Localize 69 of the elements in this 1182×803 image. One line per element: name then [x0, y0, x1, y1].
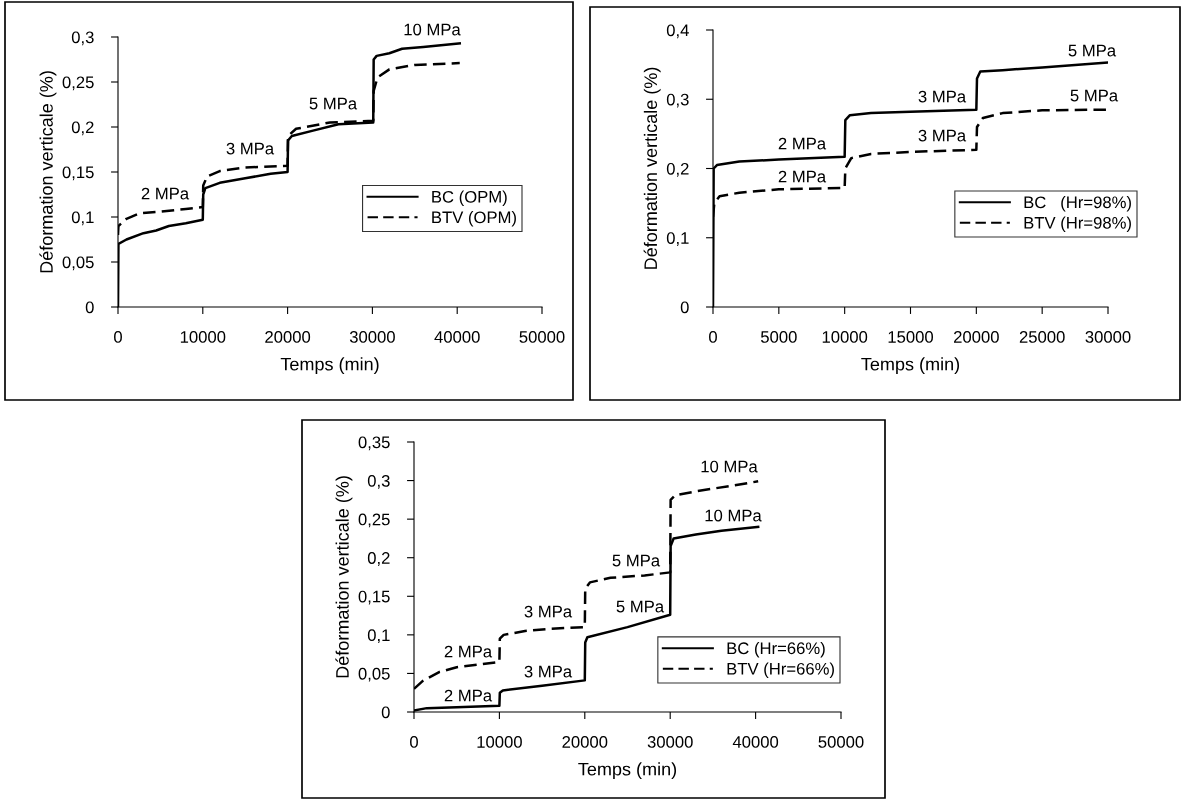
y-tick-label: 0,4	[666, 24, 689, 39]
text: 10 MPa	[404, 23, 461, 36]
x-tick-label: 40000	[732, 736, 779, 748]
y-tick-label: 0,15	[62, 166, 94, 181]
y-tick-label: 0,15	[358, 590, 390, 605]
y-tick-label: 0,1	[367, 629, 390, 644]
y-tick-label: 0,05	[62, 256, 94, 271]
x-tick-label: 15000	[888, 331, 934, 343]
annotation: 3 MPa	[918, 129, 967, 142]
y-tick-label: 0,1	[71, 211, 94, 226]
x-axis-title: Temps (min)	[861, 357, 960, 375]
legend-label: BTV (Hr=66%)	[727, 662, 834, 678]
annotation: 3 MPa	[524, 665, 573, 678]
annotation: 2 MPa	[444, 689, 493, 702]
x-tick-label: 10000	[180, 331, 226, 343]
annotation: 2 MPa	[778, 170, 827, 183]
y-tick-label: 0,2	[367, 552, 390, 566]
annotation: 2 MPa	[444, 645, 493, 658]
y-tick-label: 0,25	[358, 513, 390, 528]
annotation: 3 MPa	[918, 90, 967, 103]
legend-label: BC (Hr=98%)	[1024, 195, 1131, 212]
y-axis-title: Déformation verticale (%)	[335, 476, 353, 678]
legend-label: BC (OPM)	[432, 190, 507, 206]
x-tick-label: 0	[709, 331, 717, 343]
annotation: 3 MPa	[524, 605, 573, 618]
legend-label: BTV (OPM)	[432, 211, 516, 227]
x-tick-label: 5000	[760, 331, 797, 343]
y-axis-title: Déformation verticale (%)	[643, 67, 661, 269]
x-tick-label: 0	[114, 331, 122, 343]
y-tick-label: 0,2	[71, 121, 94, 136]
x-tick-label: 0	[410, 736, 418, 748]
y-tick-label: 0,3	[666, 93, 689, 108]
x-axis-title: Temps (min)	[280, 357, 379, 375]
y-tick-label: 0,1	[666, 232, 689, 246]
x-tick-label: 20000	[954, 331, 999, 343]
y-tick-label: 0	[85, 301, 94, 314]
y-tick-label: 0	[680, 301, 689, 314]
x-axis-title: Temps (min)	[578, 762, 677, 780]
x-tick-label: 40000	[434, 331, 480, 343]
y-tick-label: 0	[381, 706, 390, 719]
annotation: 2 MPa	[778, 137, 827, 150]
y-tick-label: 0,05	[358, 667, 390, 682]
x-tick-label: 10000	[477, 736, 522, 748]
y-tick-label: 0,35	[358, 436, 390, 451]
x-tick-label: 30000	[349, 331, 395, 343]
x-tick-label: 50000	[818, 736, 864, 748]
y-tick-label: 0,3	[367, 474, 390, 489]
y-tick-label: 0,2	[666, 162, 689, 177]
annotation: 5 MPa	[309, 97, 358, 110]
annotation: 3 MPa	[226, 142, 275, 155]
annotation: 5 MPa	[1068, 44, 1117, 57]
annotation: 10 MPa	[701, 460, 758, 473]
annotation: 5 MPa	[612, 554, 661, 567]
x-tick-label: 30000	[647, 736, 693, 748]
x-tick-label: 30000	[1085, 331, 1131, 343]
y-tick-label: 0,25	[62, 76, 94, 91]
legend-label: BTV (Hr=98%)	[1024, 216, 1131, 233]
x-tick-label: 20000	[562, 736, 608, 748]
x-tick-label: 50000	[519, 331, 565, 343]
annotation: 2 MPa	[141, 187, 190, 200]
annotation: 5 MPa	[616, 600, 665, 613]
y-tick-label: 0,3	[71, 31, 94, 46]
x-tick-label: 10000	[822, 331, 868, 343]
annotation: 5 MPa	[1070, 89, 1119, 102]
annotation: 10 MPa	[705, 509, 762, 522]
x-tick-label: 20000	[265, 331, 311, 343]
legend-label: BC (Hr=66%)	[727, 641, 825, 658]
y-axis-title: Déformation verticale (%)	[39, 71, 57, 273]
x-tick-label: 25000	[1019, 331, 1065, 343]
